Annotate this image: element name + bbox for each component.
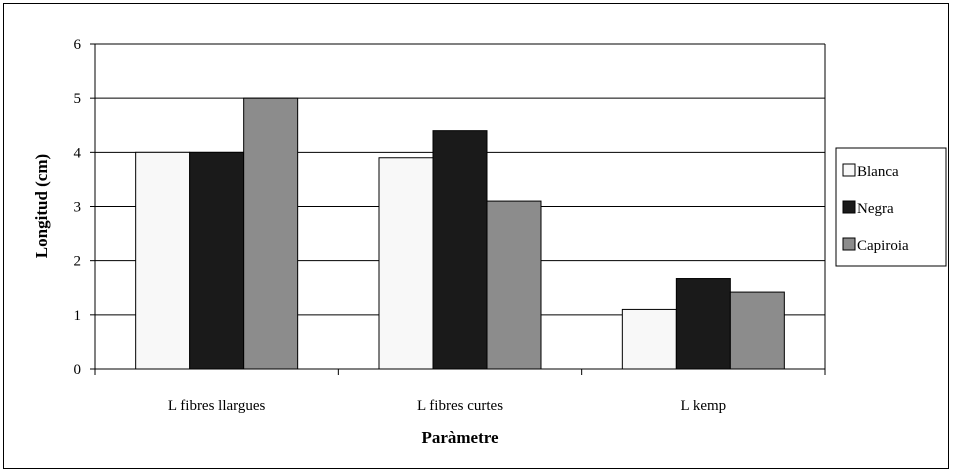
bar-blanca-2 bbox=[621, 308, 677, 370]
bar-capiroia-1 bbox=[486, 200, 542, 370]
y-axis-title: Longitud (cm) bbox=[32, 154, 51, 258]
bar-blanca-0 bbox=[135, 151, 191, 370]
y-tick-label: 6 bbox=[74, 37, 82, 53]
axes bbox=[90, 43, 826, 375]
legend-label-blanca: Blanca bbox=[857, 164, 899, 180]
legend-swatch-blanca bbox=[842, 163, 856, 177]
y-tick-label: 1 bbox=[74, 308, 82, 324]
legend-label-negra: Negra bbox=[857, 201, 894, 217]
bar-negra-0 bbox=[189, 151, 245, 370]
legend: Blanca Negra Capiroia bbox=[835, 147, 947, 267]
x-category-label: L fibres llargues bbox=[168, 398, 266, 414]
y-tick-label: 2 bbox=[74, 254, 82, 270]
bar-negra-2 bbox=[675, 278, 731, 370]
y-tick-labels: 0 1 2 3 4 5 6 bbox=[74, 37, 82, 378]
bar-blanca-1 bbox=[378, 157, 434, 370]
bar-capiroia-0 bbox=[243, 97, 299, 370]
bar-capiroia-2 bbox=[729, 291, 785, 370]
legend-swatch-capiroia bbox=[842, 237, 856, 251]
x-category-labels: L fibres llargues L fibres curtes L kemp bbox=[168, 398, 726, 414]
y-tick-label: 3 bbox=[74, 200, 82, 216]
bar-negra-1 bbox=[432, 130, 488, 370]
legend-label-capiroia: Capiroia bbox=[857, 238, 909, 254]
y-tick-label: 5 bbox=[74, 91, 82, 107]
y-tick-label: 4 bbox=[74, 145, 82, 161]
legend-swatch-negra bbox=[842, 200, 856, 214]
y-tick-label: 0 bbox=[74, 362, 82, 378]
x-category-label: L fibres curtes bbox=[417, 398, 503, 414]
x-axis-title: Paràmetre bbox=[421, 428, 499, 447]
bars bbox=[135, 97, 785, 370]
x-category-label: L kemp bbox=[680, 398, 726, 414]
